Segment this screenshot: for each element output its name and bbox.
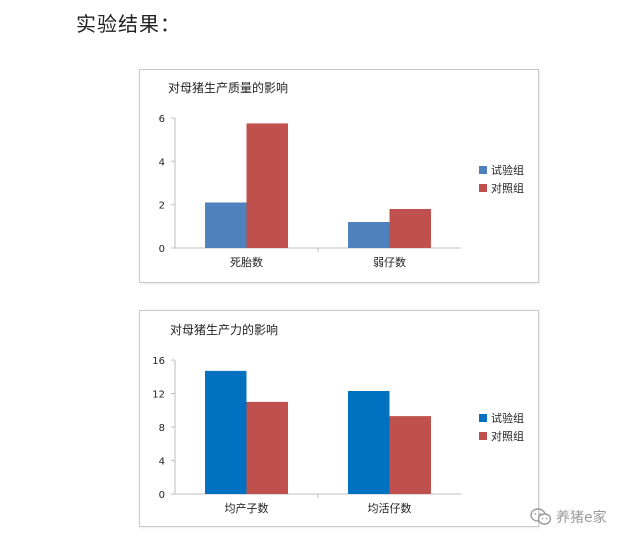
- page-heading: 实验结果：: [76, 12, 181, 36]
- category-label: 均活仔数: [368, 502, 412, 515]
- y-tick-label: 16: [152, 356, 165, 367]
- y-tick-label: 8: [159, 423, 165, 434]
- watermark-text: 养猪e家: [556, 510, 607, 526]
- y-tick-label: 2: [159, 201, 165, 212]
- y-tick-label: 0: [159, 244, 165, 255]
- y-tick-label: 6: [159, 114, 165, 125]
- bar-trial: [348, 390, 390, 494]
- watermark: 养猪e家: [530, 507, 607, 527]
- bar-trial: [205, 202, 247, 248]
- y-tick-label: 12: [152, 390, 165, 401]
- bar-trial: [205, 370, 247, 494]
- bar-control: [389, 416, 431, 494]
- wechat-icon: [530, 508, 552, 526]
- legend-swatch: [479, 414, 487, 422]
- bar-control: [246, 123, 288, 248]
- category-label: 弱仔数: [373, 256, 406, 269]
- legend-label: 对照组: [491, 429, 524, 443]
- bar-control: [246, 401, 288, 494]
- y-tick-label: 0: [159, 490, 165, 501]
- chart-title: 对母猪生产质量的影响: [168, 80, 288, 95]
- legend-swatch: [479, 166, 487, 174]
- category-label: 死胎数: [230, 255, 263, 269]
- y-tick-label: 4: [159, 157, 165, 168]
- bar-trial: [348, 222, 390, 248]
- bar-control: [389, 209, 431, 248]
- legend-label: 试验组: [491, 411, 524, 425]
- productivity-chart: 对母猪生产力的影响 0 4 8 12 16 均产子数 均活仔数 试验组对照组: [139, 310, 539, 527]
- legend-swatch: [479, 184, 487, 192]
- legend-label: 对照组: [491, 181, 524, 195]
- legend-label: 试验组: [491, 163, 524, 177]
- chart-title: 对母猪生产力的影响: [170, 322, 278, 337]
- y-tick-label: 4: [159, 457, 165, 468]
- legend-swatch: [479, 432, 487, 440]
- production-quality-chart: 对母猪生产质量的影响 0 2 4 6 死胎数 弱仔数 试验组对照组: [139, 69, 539, 283]
- category-label: 均产子数: [225, 501, 269, 515]
